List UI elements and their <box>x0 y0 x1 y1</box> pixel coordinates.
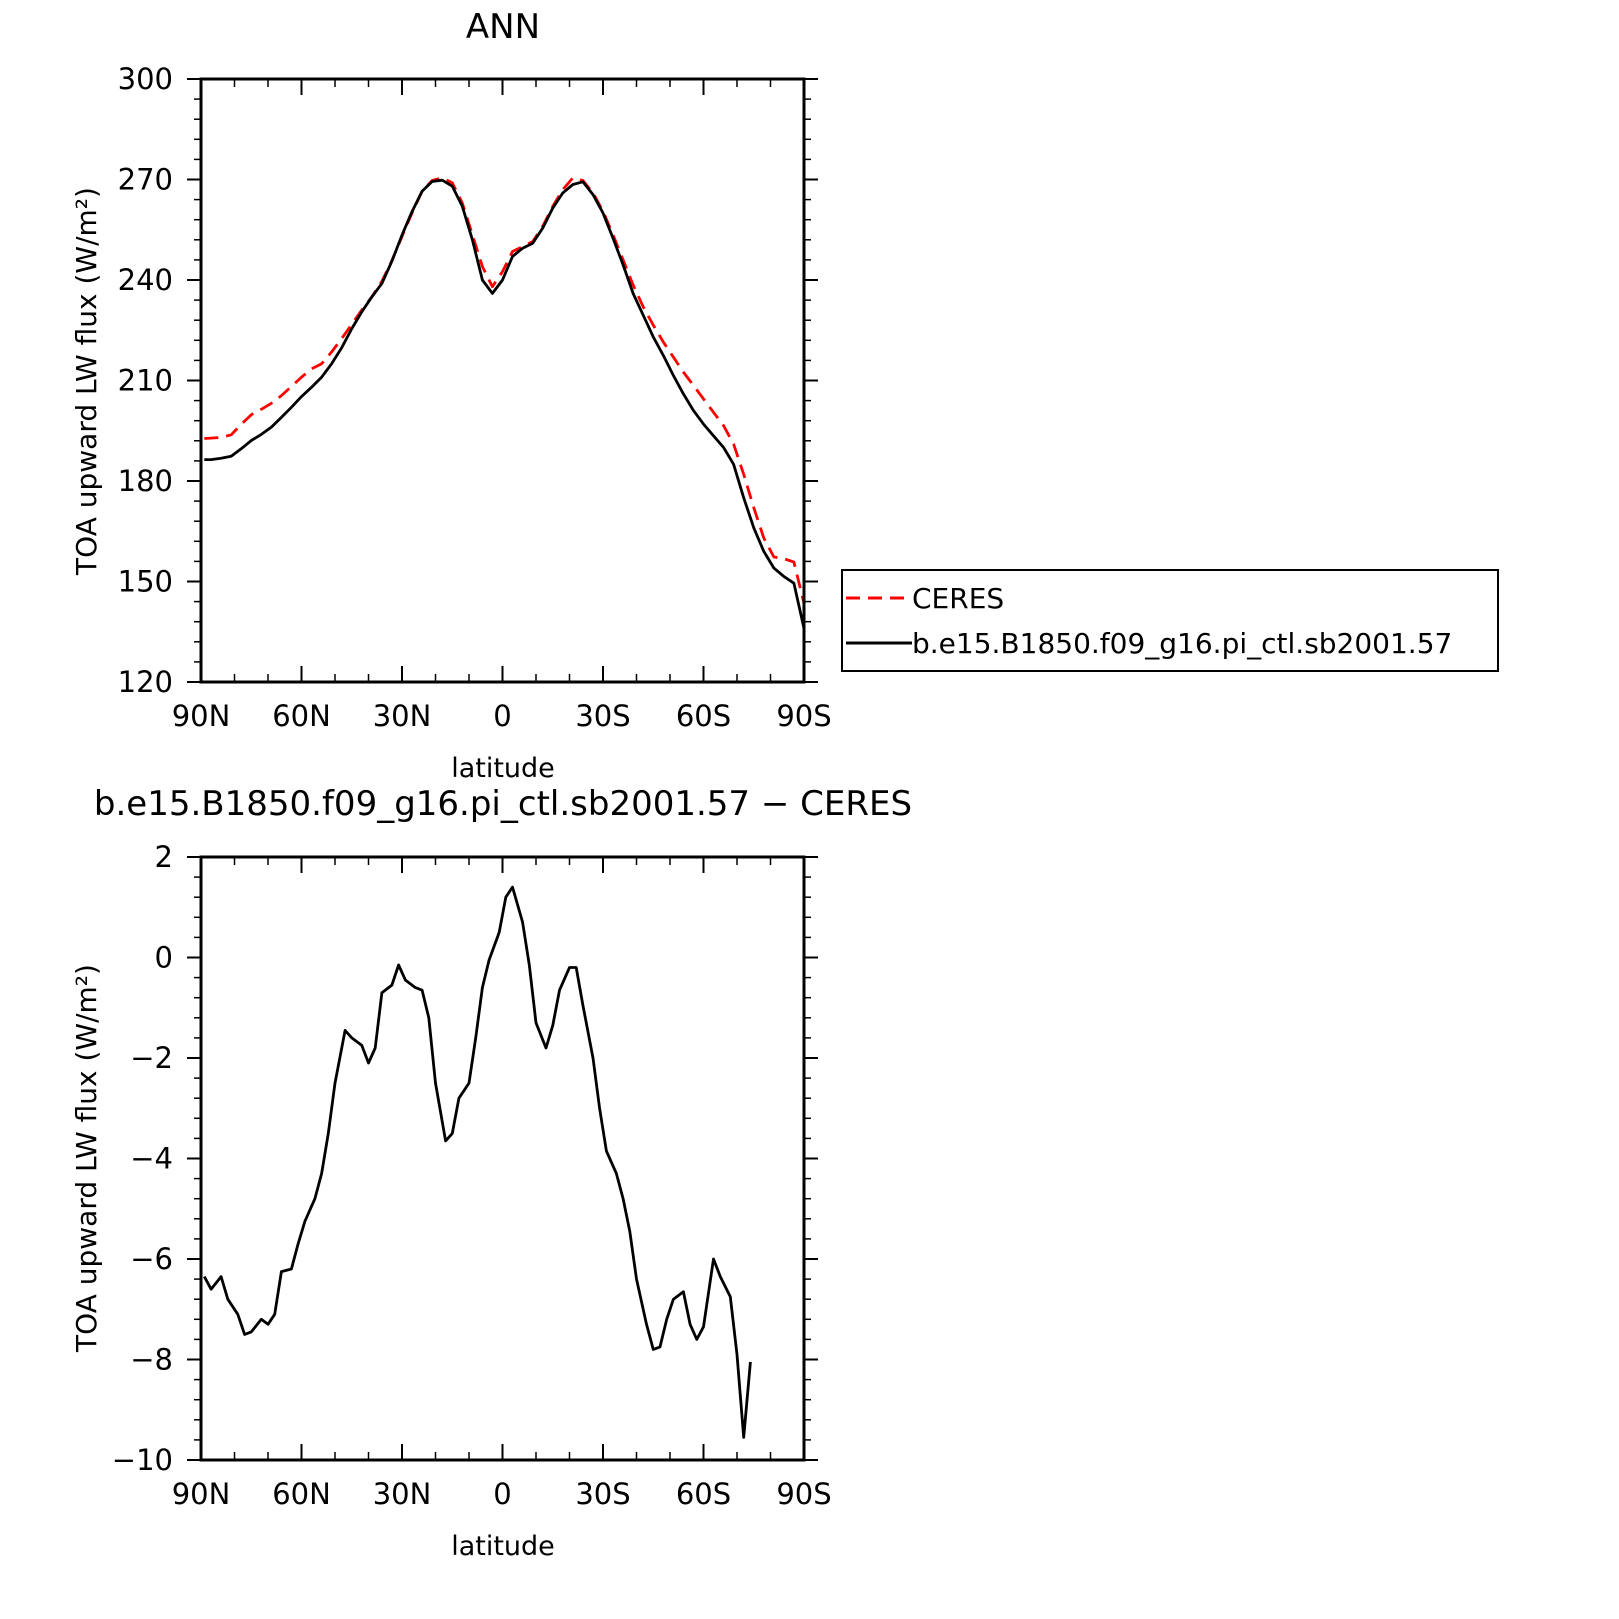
bottom-panel: b.e15.B1850.f09_g16.pi_ctl.sb2001.57 − C… <box>70 784 912 1562</box>
top-xtick-label: 0 <box>493 699 511 733</box>
top-xtick-label: 90S <box>776 699 831 733</box>
legend-box <box>841 569 1499 672</box>
top-ytick-label: 210 <box>118 364 173 398</box>
bottom-ytick-label: 0 <box>155 941 173 975</box>
bottom-xtick-label: 90S <box>776 1477 831 1511</box>
bottom-plot-frame <box>199 855 806 1462</box>
top-panel-ticks: 90N 60N 30N 0 30S 60S 90S 120 150 180 210 240 270 300 <box>118 62 832 733</box>
bottom-xtick-label: 60N <box>272 1477 331 1511</box>
bottom-xtick-label: 30S <box>575 1477 630 1511</box>
top-ytick-label: 150 <box>118 565 173 599</box>
top-xtick-label: 30N <box>373 699 432 733</box>
bottom-ytick-label: 2 <box>155 840 173 874</box>
top-panel-xlabel: latitude <box>451 753 555 784</box>
bottom-ytick-label: −10 <box>112 1443 173 1477</box>
bottom-panel-ticks: 90N 60N 30N 0 30S 60S 90S −10 −8 −6 −4 −2 0 2 <box>112 840 832 1511</box>
legend: CERES b.e15.B1850.f09_g16.pi_ctl.sb2001.… <box>841 569 1499 672</box>
top-ytick-label: 120 <box>118 665 173 699</box>
top-panel-title: ANN <box>466 7 540 47</box>
top-xtick-label: 60N <box>272 699 331 733</box>
top-plot-frame <box>199 77 806 684</box>
bottom-xtick-label: 90N <box>172 1477 231 1511</box>
top-xtick-label: 90N <box>172 699 231 733</box>
bottom-ytick-label: −2 <box>130 1041 173 1075</box>
top-ytick-label: 240 <box>118 263 173 297</box>
bottom-xtick-label: 0 <box>493 1477 511 1511</box>
bottom-panel-ylabel: TOA upward LW flux (W/m²) <box>70 964 103 1353</box>
top-panel-series <box>204 176 806 629</box>
top-xtick-label: 60S <box>676 699 731 733</box>
bottom-panel-xlabel: latitude <box>451 1531 555 1562</box>
top-xtick-label: 30S <box>575 699 630 733</box>
top-ytick-label: 270 <box>118 163 173 197</box>
bottom-xtick-label: 30N <box>373 1477 432 1511</box>
top-ceres-line <box>204 176 806 604</box>
bottom-panel-title: b.e15.B1850.f09_g16.pi_ctl.sb2001.57 − C… <box>94 784 912 824</box>
bottom-xtick-label: 60S <box>676 1477 731 1511</box>
bottom-panel-series <box>203 885 752 1439</box>
bottom-difference-line <box>203 885 752 1439</box>
legend-label-ceres: CERES <box>912 582 1004 615</box>
bottom-ytick-label: −4 <box>130 1142 173 1176</box>
bottom-ytick-label: −8 <box>130 1343 173 1377</box>
top-ytick-label: 300 <box>118 62 173 96</box>
top-panel: ANN TOA upward LW flux (W/m²) latitude 9… <box>70 7 1499 784</box>
top-panel-ylabel: TOA upward LW flux (W/m²) <box>70 187 103 576</box>
legend-label-model: b.e15.B1850.f09_g16.pi_ctl.sb2001.57 <box>912 627 1452 660</box>
bottom-ytick-label: −6 <box>130 1242 173 1276</box>
top-model-line <box>204 178 806 629</box>
top-ytick-label: 180 <box>118 464 173 498</box>
